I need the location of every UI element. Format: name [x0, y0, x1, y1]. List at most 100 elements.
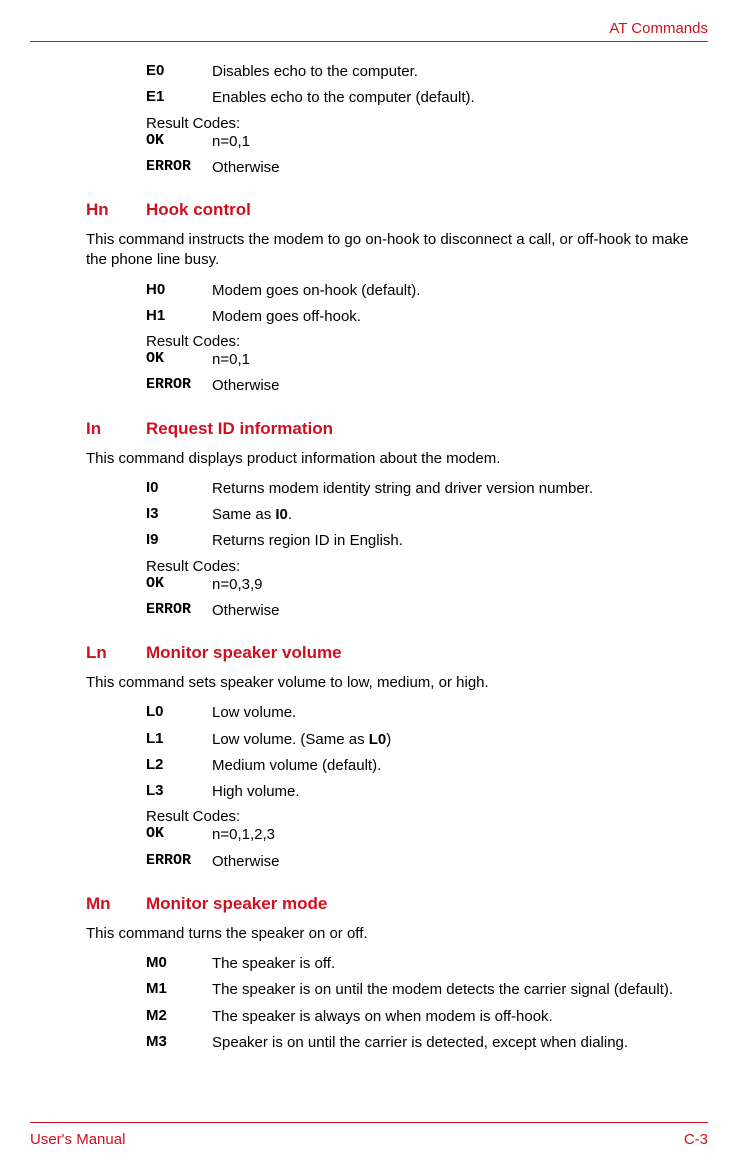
- footer-row: User's Manual C-3: [30, 1131, 708, 1148]
- desc-suffix: ): [386, 731, 391, 748]
- result-row: OK n=0,1: [146, 350, 702, 370]
- def-code: M0: [146, 954, 212, 974]
- def-desc: Low volume.: [212, 703, 296, 723]
- def-code: E0: [146, 62, 212, 82]
- section-heading-hn: Hn Hook control: [86, 200, 702, 220]
- in-block: I0 Returns modem identity string and dri…: [86, 479, 702, 621]
- result-code: OK: [146, 825, 212, 845]
- header-rule: [30, 41, 708, 42]
- def-code: L3: [146, 782, 212, 802]
- def-code: I3: [146, 505, 212, 525]
- def-row: I9 Returns region ID in English.: [146, 531, 702, 551]
- result-row: ERROR Otherwise: [146, 158, 702, 178]
- def-code: L0: [146, 703, 212, 723]
- result-row: OK n=0,1: [146, 132, 702, 152]
- def-code: H1: [146, 307, 212, 327]
- def-desc: Low volume. (Same as L0): [212, 730, 391, 750]
- section-heading-mn: Mn Monitor speaker mode: [86, 894, 702, 914]
- result-desc: Otherwise: [212, 376, 280, 396]
- result-codes-label: Result Codes:: [146, 115, 702, 132]
- result-desc: n=0,1,2,3: [212, 825, 275, 845]
- def-desc: Same as I0.: [212, 505, 292, 525]
- section-code: In: [86, 419, 146, 439]
- section-code: Mn: [86, 894, 146, 914]
- section-code: Hn: [86, 200, 146, 220]
- result-desc: Otherwise: [212, 601, 280, 621]
- def-row: I0 Returns modem identity string and dri…: [146, 479, 702, 499]
- result-code: OK: [146, 350, 212, 370]
- def-code: H0: [146, 281, 212, 301]
- def-row: M3 Speaker is on until the carrier is de…: [146, 1033, 702, 1053]
- result-row: ERROR Otherwise: [146, 376, 702, 396]
- def-desc: Disables echo to the computer.: [212, 62, 418, 82]
- def-row: H0 Modem goes on-hook (default).: [146, 281, 702, 301]
- result-row: ERROR Otherwise: [146, 601, 702, 621]
- def-row: M2 The speaker is always on when modem i…: [146, 1007, 702, 1027]
- result-desc: Otherwise: [212, 852, 280, 872]
- desc-prefix: Low volume. (Same as: [212, 731, 369, 748]
- section-code: Ln: [86, 643, 146, 663]
- section-title: Monitor speaker mode: [146, 894, 327, 914]
- result-code: ERROR: [146, 376, 212, 396]
- section-title: Monitor speaker volume: [146, 643, 342, 663]
- result-row: OK n=0,1,2,3: [146, 825, 702, 845]
- result-row: OK n=0,3,9: [146, 575, 702, 595]
- result-code: OK: [146, 575, 212, 595]
- page-footer: User's Manual C-3: [30, 1122, 708, 1148]
- footer-left: User's Manual: [30, 1131, 125, 1148]
- result-desc: n=0,3,9: [212, 575, 262, 595]
- ln-block: L0 Low volume. L1 Low volume. (Same as L…: [86, 703, 702, 872]
- page-header-title: AT Commands: [30, 20, 708, 37]
- result-desc: n=0,1: [212, 350, 250, 370]
- result-row: ERROR Otherwise: [146, 852, 702, 872]
- result-code: OK: [146, 132, 212, 152]
- intro-block: E0 Disables echo to the computer. E1 Ena…: [86, 62, 702, 178]
- def-code: L2: [146, 756, 212, 776]
- def-desc: Modem goes off-hook.: [212, 307, 361, 327]
- footer-rule: [30, 1122, 708, 1123]
- section-desc: This command instructs the modem to go o…: [86, 230, 702, 271]
- desc-prefix: Same as: [212, 506, 275, 523]
- result-codes-label: Result Codes:: [146, 808, 702, 825]
- def-desc: Speaker is on until the carrier is detec…: [212, 1033, 628, 1053]
- def-code: I0: [146, 479, 212, 499]
- section-title: Hook control: [146, 200, 251, 220]
- mn-block: M0 The speaker is off. M1 The speaker is…: [86, 954, 702, 1053]
- def-row: H1 Modem goes off-hook.: [146, 307, 702, 327]
- def-desc: The speaker is off.: [212, 954, 335, 974]
- def-desc: High volume.: [212, 782, 300, 802]
- result-codes-label: Result Codes:: [146, 558, 702, 575]
- def-desc: The speaker is always on when modem is o…: [212, 1007, 553, 1027]
- def-desc: Enables echo to the computer (default).: [212, 88, 475, 108]
- def-row: E0 Disables echo to the computer.: [146, 62, 702, 82]
- result-desc: Otherwise: [212, 158, 280, 178]
- def-desc: Returns region ID in English.: [212, 531, 403, 551]
- def-code: M1: [146, 980, 212, 1000]
- def-code: M3: [146, 1033, 212, 1053]
- def-row: L1 Low volume. (Same as L0): [146, 730, 702, 750]
- hn-block: H0 Modem goes on-hook (default). H1 Mode…: [86, 281, 702, 397]
- section-desc: This command turns the speaker on or off…: [86, 924, 702, 944]
- result-code: ERROR: [146, 852, 212, 872]
- footer-right: C-3: [684, 1131, 708, 1148]
- content-area: E0 Disables echo to the computer. E1 Ena…: [30, 62, 708, 1053]
- def-row: L3 High volume.: [146, 782, 702, 802]
- def-code: E1: [146, 88, 212, 108]
- def-row: L0 Low volume.: [146, 703, 702, 723]
- def-code: I9: [146, 531, 212, 551]
- def-row: I3 Same as I0.: [146, 505, 702, 525]
- def-code: L1: [146, 730, 212, 750]
- def-row: E1 Enables echo to the computer (default…: [146, 88, 702, 108]
- def-desc: Returns modem identity string and driver…: [212, 479, 593, 499]
- def-desc: Medium volume (default).: [212, 756, 381, 776]
- page-container: AT Commands E0 Disables echo to the comp…: [0, 0, 738, 1172]
- def-desc: The speaker is on until the modem detect…: [212, 980, 673, 1000]
- def-code: M2: [146, 1007, 212, 1027]
- section-desc: This command sets speaker volume to low,…: [86, 673, 702, 693]
- section-title: Request ID information: [146, 419, 333, 439]
- def-desc: Modem goes on-hook (default).: [212, 281, 420, 301]
- result-code: ERROR: [146, 158, 212, 178]
- result-code: ERROR: [146, 601, 212, 621]
- def-row: L2 Medium volume (default).: [146, 756, 702, 776]
- desc-suffix: .: [288, 506, 292, 523]
